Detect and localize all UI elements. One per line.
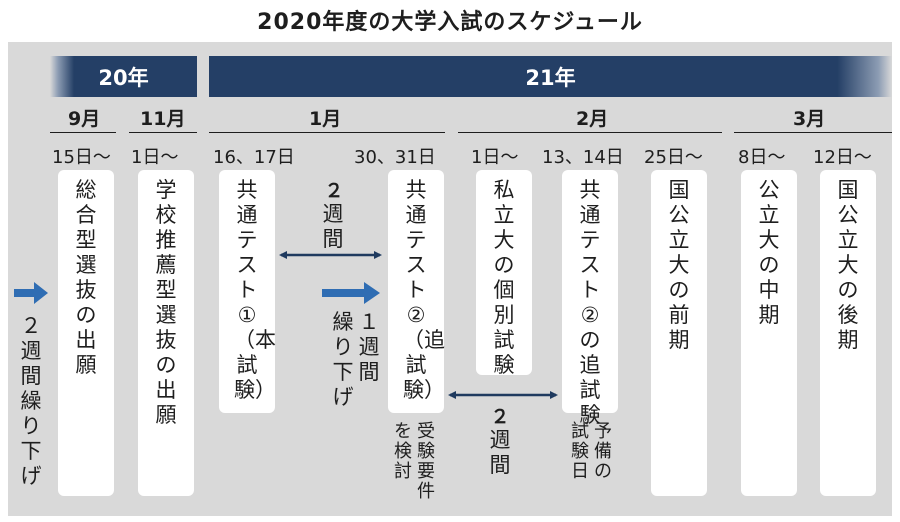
delay-note: 繰り下げ [332, 310, 354, 409]
month-underline-sep [50, 132, 116, 133]
event-box [741, 170, 797, 496]
event-label: 学校推薦型選抜の出願 [155, 178, 177, 427]
event-box [219, 170, 275, 413]
month-sep: 9月 [68, 108, 101, 130]
month-feb: 2月 [576, 108, 609, 130]
event-label: 総合型選抜の出願 [75, 178, 97, 377]
event-label: 国公立大の前期 [668, 178, 690, 352]
delay-note: １週間 [358, 310, 380, 384]
date-label: 30、31日 [354, 147, 436, 168]
month-underline-mar [734, 132, 892, 133]
event-box [138, 170, 194, 496]
gap-note-unit: 週間 [489, 428, 511, 477]
delay-note: ２週間繰り下げ [20, 314, 42, 488]
month-underline-feb [458, 132, 722, 133]
year-label-2021: 21年 [525, 65, 576, 90]
event-box [651, 170, 707, 496]
event-label: 共通テスト②の追試験 [579, 178, 601, 427]
event-box [388, 170, 444, 413]
reserve-date-note: 予備の [594, 421, 612, 482]
month-underline-nov [129, 132, 197, 133]
delay-arrow-icon [14, 282, 48, 304]
year-bar-2021: 21年 [209, 56, 892, 97]
gap-note-number: ２ [324, 180, 344, 202]
reserve-date-note: 試験日 [571, 421, 589, 482]
year-bar-2020: 20年 [50, 56, 197, 97]
month-nov: 11月 [140, 108, 186, 130]
event-box [562, 170, 618, 413]
date-label: 12日～ [813, 147, 872, 168]
event-box [58, 170, 114, 496]
delay-arrow-icon [322, 282, 380, 304]
month-jan: 1月 [309, 108, 342, 130]
gap-note-number: ２ [490, 406, 510, 428]
date-label: 25日～ [644, 147, 703, 168]
event-box [820, 170, 876, 496]
date-label: 13、14日 [542, 147, 624, 168]
date-label: 16、17日 [213, 147, 295, 168]
date-label: 1日～ [471, 147, 519, 168]
gap-note-unit: 週間 [322, 202, 344, 251]
event-box [476, 170, 532, 375]
month-mar: 3月 [793, 108, 826, 130]
consider-note: を検討 [394, 421, 412, 482]
event-label: 国公立大の後期 [837, 178, 859, 352]
date-label: 15日～ [52, 147, 111, 168]
event-label: 公立大の中期 [758, 178, 780, 327]
date-label: 1日～ [131, 147, 179, 168]
consider-note: 受験要件 [417, 421, 435, 502]
page-title: 2020年度の大学入試のスケジュール [257, 10, 643, 35]
date-label: 8日～ [738, 147, 786, 168]
event-label: 私立大の個別試験 [493, 178, 515, 377]
month-underline-jan [209, 132, 445, 133]
year-label-2020: 20年 [98, 65, 149, 90]
